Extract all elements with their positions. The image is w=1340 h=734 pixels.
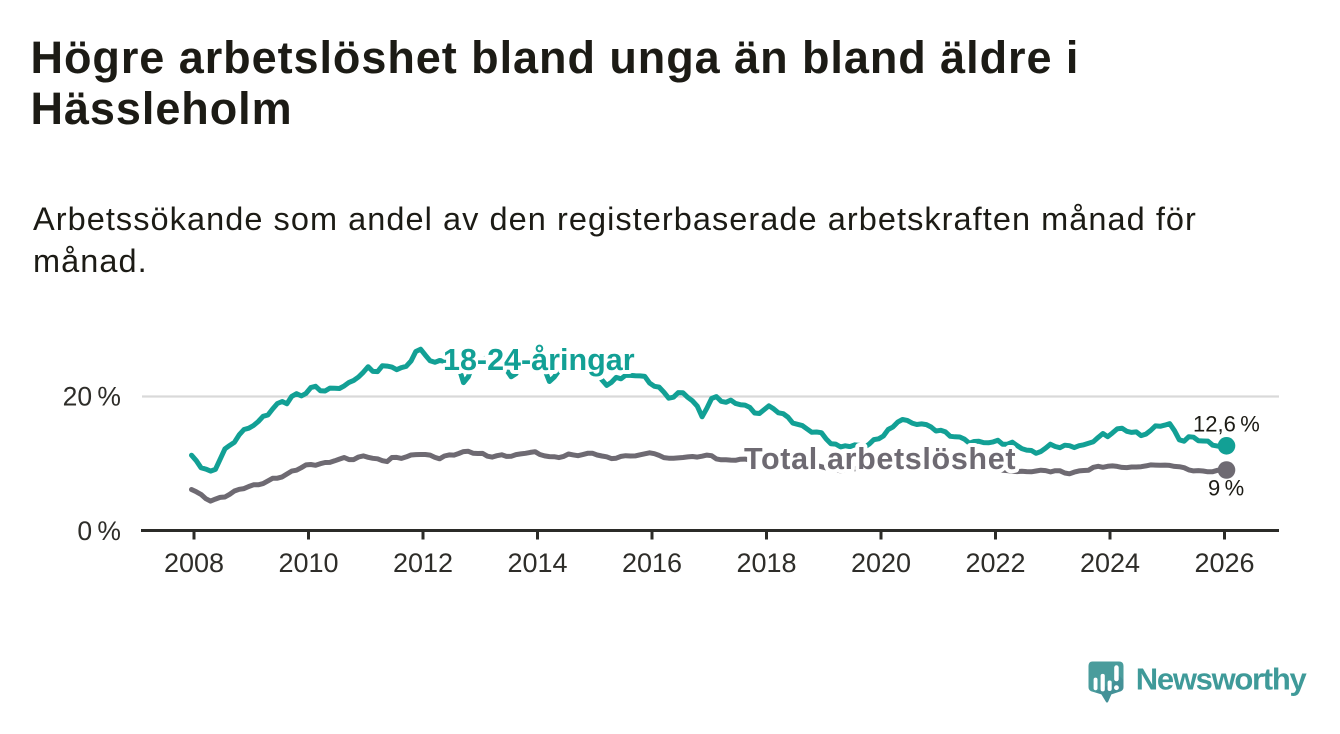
svg-text:2008: 2008 bbox=[164, 548, 224, 578]
svg-text:2022: 2022 bbox=[965, 548, 1025, 578]
svg-text:0 %: 0 % bbox=[77, 516, 121, 546]
svg-text:2026: 2026 bbox=[1194, 548, 1254, 578]
svg-text:Newsworthy: Newsworthy bbox=[1136, 661, 1308, 696]
svg-text:9 %: 9 % bbox=[1208, 476, 1244, 501]
svg-text:Total arbetslöshet: Total arbetslöshet bbox=[744, 442, 1016, 476]
svg-text:20 %: 20 % bbox=[63, 382, 121, 412]
svg-text:18-24-åringar: 18-24-åringar bbox=[443, 343, 635, 377]
svg-text:2014: 2014 bbox=[507, 548, 567, 578]
svg-text:2020: 2020 bbox=[851, 548, 911, 578]
svg-text:12,6 %: 12,6 % bbox=[1193, 412, 1260, 437]
svg-text:2012: 2012 bbox=[393, 548, 453, 578]
svg-text:2018: 2018 bbox=[736, 548, 796, 578]
svg-text:2016: 2016 bbox=[622, 548, 682, 578]
svg-text:2010: 2010 bbox=[278, 548, 338, 578]
svg-text:2024: 2024 bbox=[1080, 548, 1140, 578]
